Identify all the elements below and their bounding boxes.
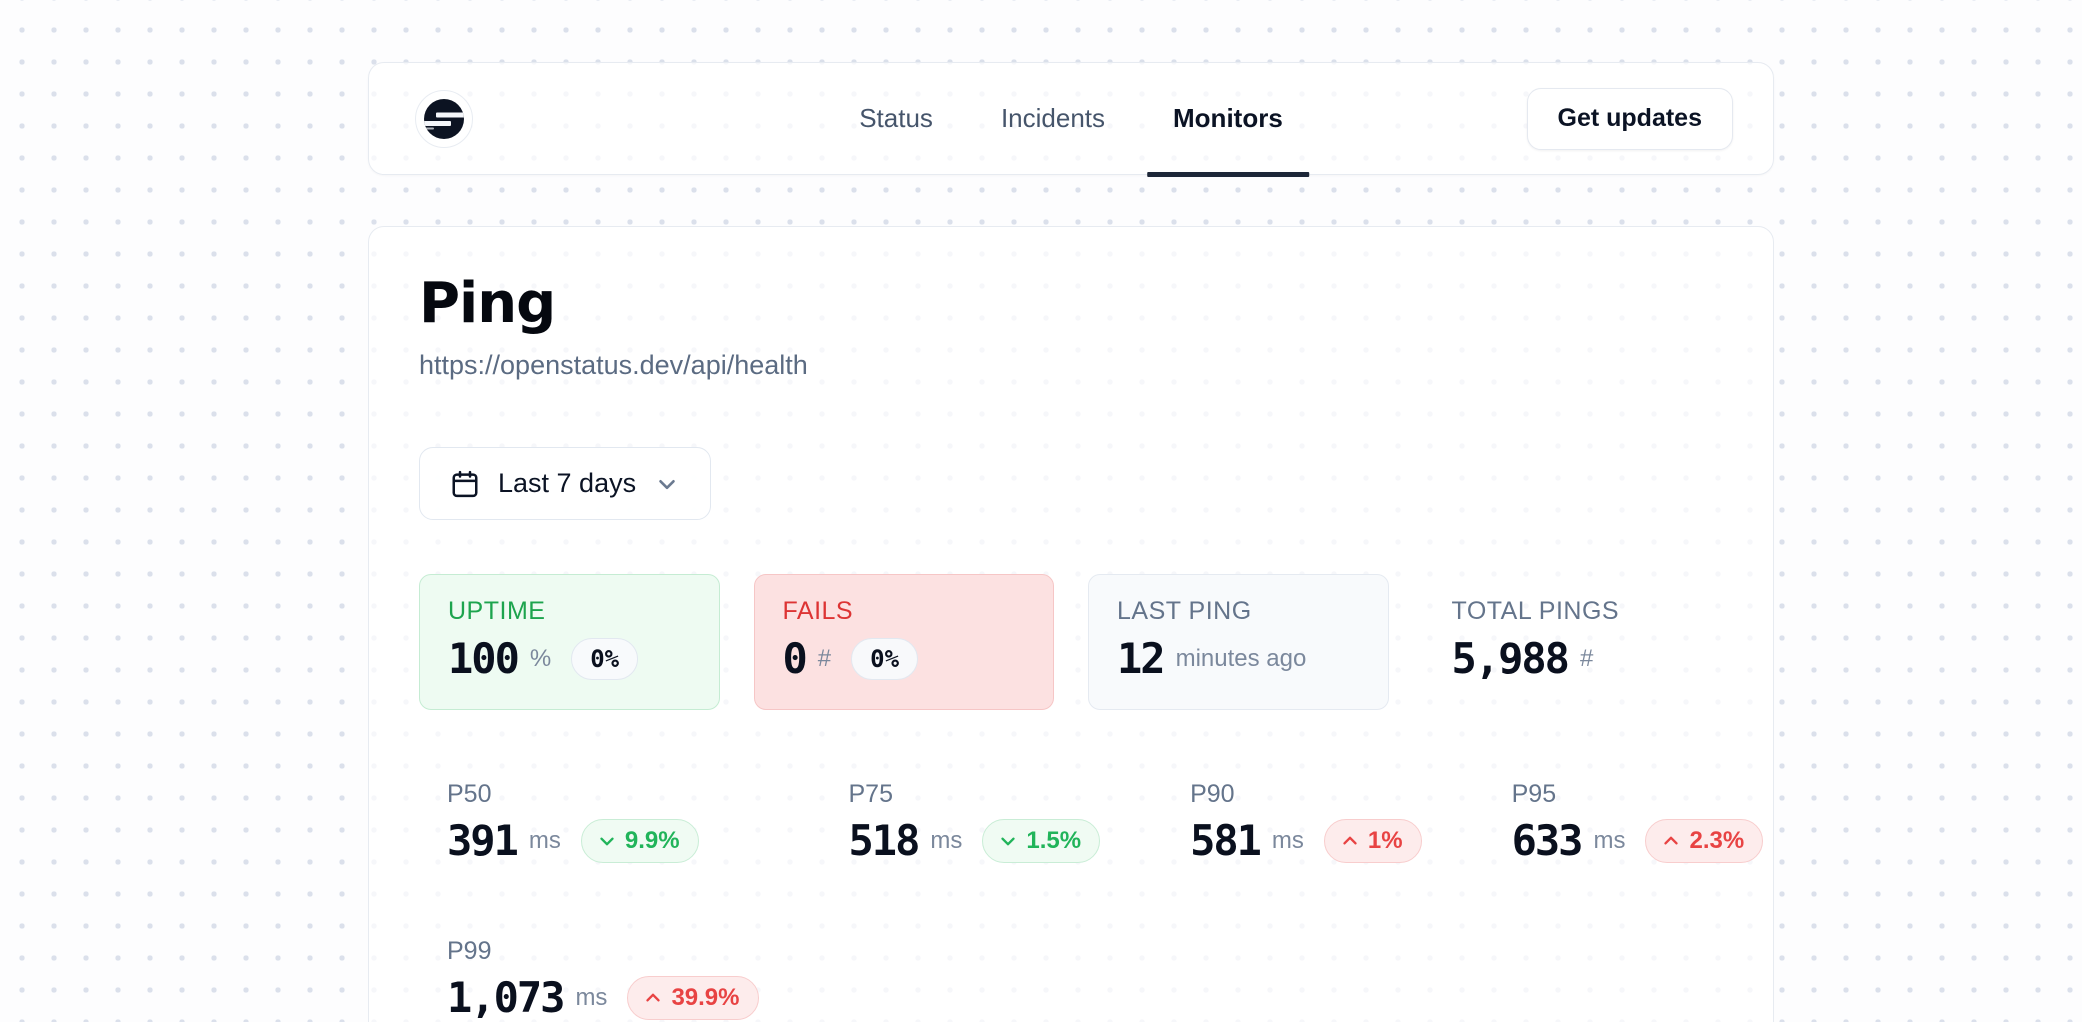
- monitor-url: https://openstatus.dev/api/health: [419, 350, 808, 380]
- fails-value: 0: [782, 634, 808, 683]
- monitor-panel: Ping https://openstatus.dev/api/health L…: [368, 226, 1774, 1022]
- p75-value: 518: [848, 816, 921, 865]
- trend-up-icon: [1339, 830, 1361, 852]
- trend-up-icon: [642, 987, 664, 1009]
- trend-up-icon: [1660, 830, 1682, 852]
- p50-value: 391: [447, 816, 519, 865]
- p50-label: P50: [447, 780, 492, 808]
- p99-trend-value: 39.9%: [671, 984, 740, 1011]
- uptime-value: 100: [448, 634, 520, 683]
- total-pings-unit: #: [1579, 645, 1594, 672]
- header-bar: Status Incidents Monitors Get updates: [368, 62, 1774, 177]
- p90-label: P90: [1190, 780, 1235, 808]
- p90-unit: ms: [1271, 827, 1304, 854]
- p50-trend-badge: 9.9%: [580, 819, 699, 863]
- percentile-p90: P90 581 ms 1%: [1162, 780, 1450, 863]
- total-pings-card: TOTAL PINGS 5,988 #: [1423, 574, 1724, 710]
- percentile-p95: P95 633 ms 2.3%: [1484, 780, 1792, 863]
- last-ping-value: 12: [1117, 634, 1166, 683]
- p75-trend-value: 1.5%: [1026, 827, 1082, 854]
- p90-trend-badge: 1%: [1323, 819, 1422, 863]
- last-ping-unit: minutes ago: [1175, 645, 1307, 672]
- p99-unit: ms: [575, 984, 608, 1011]
- fails-unit: #: [817, 645, 832, 672]
- percentile-p50: P50 391 ms 9.9%: [419, 780, 787, 863]
- uptime-unit: %: [529, 645, 552, 672]
- p75-label: P75: [848, 780, 893, 808]
- total-pings-label: TOTAL PINGS: [1451, 597, 1620, 625]
- openstatus-logo-icon: [423, 98, 465, 140]
- date-range-button[interactable]: Last 7 days: [419, 447, 712, 520]
- p95-trend-badge: 2.3%: [1645, 819, 1764, 863]
- percentile-p99: P99 1,073 ms 39.9%: [419, 937, 787, 1020]
- fails-card: FAILS 0 # 0%: [753, 574, 1054, 710]
- percentiles-grid: P50 391 ms 9.9% P75 518 ms: [419, 780, 1764, 1020]
- main-nav: Status Incidents Monitors: [833, 63, 1309, 177]
- uptime-change-badge: 0%: [571, 638, 639, 680]
- p75-unit: ms: [930, 827, 963, 854]
- calendar-icon: [450, 469, 480, 499]
- uptime-label: UPTIME: [448, 597, 546, 625]
- total-pings-value: 5,988: [1451, 634, 1570, 683]
- chevron-down-icon: [654, 471, 680, 497]
- p50-unit: ms: [528, 827, 561, 854]
- p50-trend-value: 9.9%: [624, 827, 680, 854]
- p95-unit: ms: [1593, 827, 1626, 854]
- p95-label: P95: [1511, 780, 1557, 808]
- p99-trend-badge: 39.9%: [627, 976, 759, 1020]
- date-range-label: Last 7 days: [498, 468, 637, 498]
- trend-down-icon: [596, 830, 618, 852]
- p95-value: 633: [1511, 816, 1584, 865]
- nav-tab-incidents[interactable]: Incidents: [1000, 103, 1106, 133]
- p99-label: P99: [447, 937, 492, 965]
- p99-value: 1,073: [447, 973, 565, 1022]
- page-title: Ping: [419, 271, 556, 336]
- last-ping-label: LAST PING: [1117, 597, 1252, 625]
- nav-tab-monitors-label: Monitors: [1173, 103, 1283, 133]
- p90-value: 581: [1190, 816, 1262, 865]
- nav-tab-status[interactable]: Status: [859, 103, 933, 133]
- trend-down-icon: [997, 830, 1019, 852]
- nav-tab-monitors[interactable]: Monitors: [1147, 63, 1309, 177]
- p95-trend-value: 2.3%: [1689, 827, 1745, 854]
- get-updates-button[interactable]: Get updates: [1526, 87, 1733, 150]
- fails-label: FAILS: [782, 597, 854, 625]
- p75-trend-badge: 1.5%: [982, 819, 1101, 863]
- percentile-p75: P75 518 ms 1.5%: [821, 780, 1129, 863]
- stats-grid: UPTIME 100 % 0% FAILS 0 # 0% LAST PING 1…: [419, 574, 1723, 710]
- p90-trend-value: 1%: [1367, 827, 1403, 854]
- uptime-card: UPTIME 100 % 0%: [419, 574, 720, 710]
- last-ping-card: LAST PING 12 minutes ago: [1088, 574, 1389, 710]
- fails-change-badge: 0%: [851, 638, 919, 680]
- openstatus-logo[interactable]: [415, 89, 473, 148]
- active-tab-indicator: [1147, 171, 1309, 177]
